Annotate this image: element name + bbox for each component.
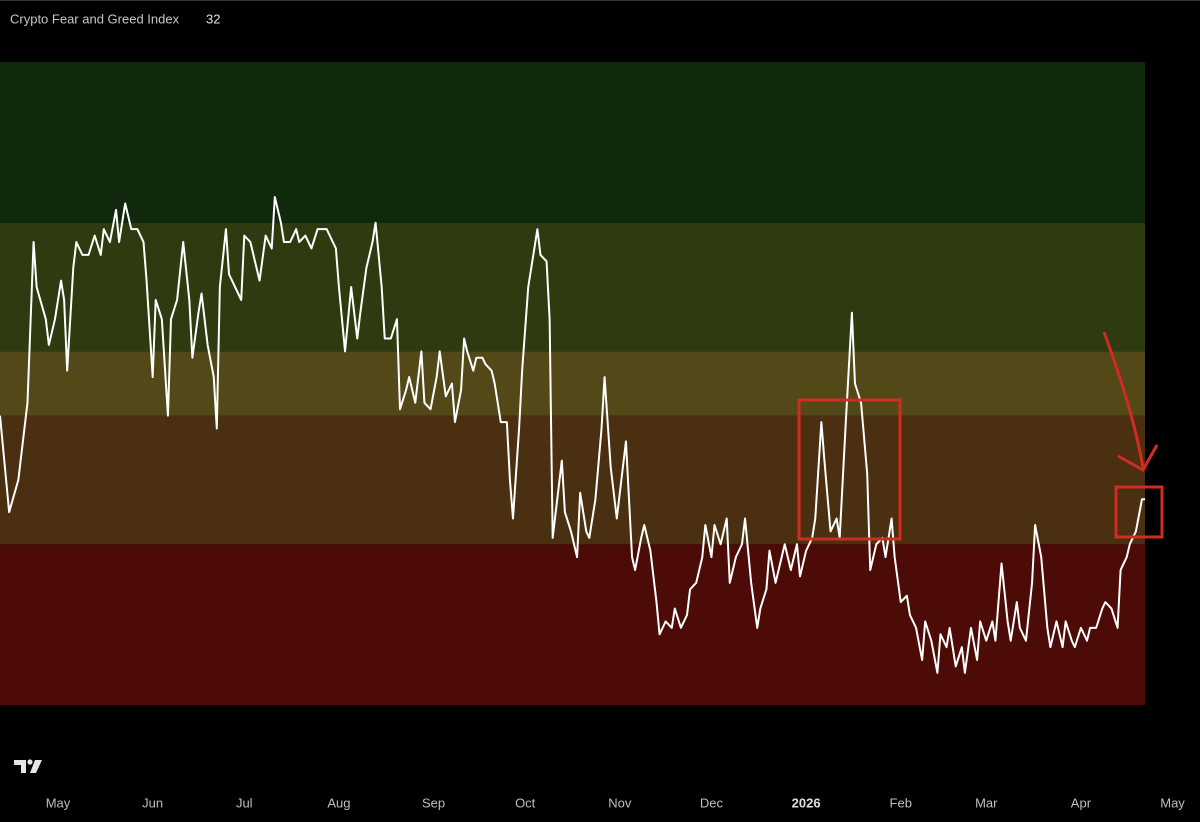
- line-series: [0, 196, 1146, 674]
- arrow-head: [1117, 444, 1159, 473]
- zone: [0, 544, 1145, 705]
- zone: [0, 222, 1145, 352]
- annotations: [797, 331, 1164, 541]
- x-tick-label: 2026: [792, 795, 821, 810]
- x-axis: May Jun Jul Aug Sep Oct Nov Dec 2026 Feb Mar Apr May: [46, 795, 1186, 810]
- x-tick-label: Jul: [236, 795, 253, 810]
- zones: [0, 62, 1145, 705]
- zone: [0, 415, 1145, 545]
- x-tick-label: May: [1160, 795, 1185, 810]
- highlight-box: [1114, 485, 1164, 539]
- x-tick-label: Jun: [142, 795, 163, 810]
- zone: [0, 351, 1145, 416]
- highlight-box: [797, 398, 902, 541]
- tradingview-logo: [14, 759, 42, 773]
- x-tick-label: May: [46, 795, 71, 810]
- chart-title: Crypto Fear and Greed Index: [10, 11, 180, 26]
- arrow-shaft: [1102, 331, 1145, 469]
- x-tick-label: Feb: [890, 795, 912, 810]
- x-tick-label: Mar: [975, 795, 998, 810]
- x-tick-label: Dec: [700, 795, 724, 810]
- x-tick-label: Apr: [1071, 795, 1092, 810]
- x-tick-label: Aug: [327, 795, 350, 810]
- plot: [0, 196, 1146, 674]
- zone: [0, 62, 1145, 223]
- x-tick-label: Oct: [515, 795, 536, 810]
- last-value: 32: [206, 11, 220, 26]
- x-tick-label: Nov: [608, 795, 632, 810]
- x-tick-label: Sep: [422, 795, 445, 810]
